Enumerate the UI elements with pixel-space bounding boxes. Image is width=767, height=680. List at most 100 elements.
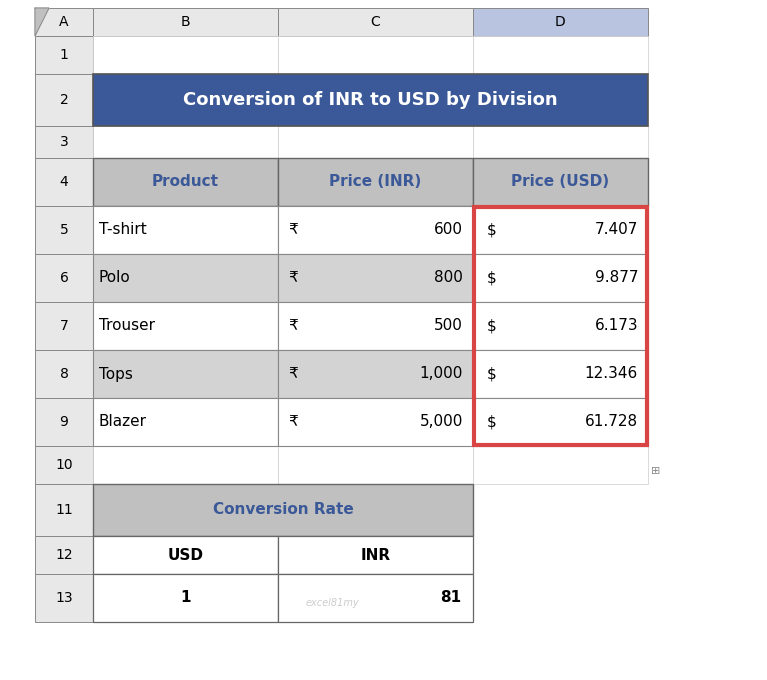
Bar xyxy=(93,254,278,302)
Bar xyxy=(93,36,278,74)
Bar xyxy=(473,36,648,74)
Bar xyxy=(473,302,648,350)
Bar xyxy=(35,74,93,126)
Text: Price (INR): Price (INR) xyxy=(329,175,422,190)
Text: 4: 4 xyxy=(60,175,68,189)
Text: ₹: ₹ xyxy=(288,367,298,381)
Text: Conversion of INR to USD by Division: Conversion of INR to USD by Division xyxy=(183,91,558,109)
Text: T-shirt: T-shirt xyxy=(99,222,146,237)
Bar xyxy=(35,574,93,622)
Text: 9: 9 xyxy=(60,415,68,429)
Text: 13: 13 xyxy=(55,591,73,605)
Bar xyxy=(473,398,648,446)
Bar xyxy=(93,398,278,446)
Bar xyxy=(473,126,648,158)
Text: C: C xyxy=(370,15,380,29)
Text: 5,000: 5,000 xyxy=(420,415,463,430)
Text: $: $ xyxy=(487,415,497,430)
Text: 2: 2 xyxy=(60,93,68,107)
Text: 81: 81 xyxy=(440,590,461,605)
Bar xyxy=(93,574,278,622)
Bar xyxy=(278,398,473,446)
Bar xyxy=(473,446,648,484)
Text: excel81my: excel81my xyxy=(306,598,360,608)
Bar xyxy=(473,350,648,398)
Text: 500: 500 xyxy=(434,318,463,333)
Bar xyxy=(278,206,473,254)
Bar xyxy=(35,158,93,206)
Text: Price (USD): Price (USD) xyxy=(512,175,610,190)
Text: 8: 8 xyxy=(60,367,68,381)
Bar xyxy=(93,302,278,350)
Bar xyxy=(278,302,473,350)
Bar xyxy=(35,8,93,36)
Bar xyxy=(35,36,93,74)
Text: Trouser: Trouser xyxy=(99,318,155,333)
Bar xyxy=(278,574,473,622)
Bar xyxy=(35,446,93,484)
Bar xyxy=(35,126,93,158)
Bar xyxy=(93,158,278,206)
Bar xyxy=(278,350,473,398)
Bar xyxy=(278,254,473,302)
Bar xyxy=(278,536,473,574)
Bar xyxy=(35,254,93,302)
Text: INR: INR xyxy=(360,547,390,562)
Bar xyxy=(93,206,278,254)
Text: 7: 7 xyxy=(60,319,68,333)
Text: ₹: ₹ xyxy=(288,318,298,333)
Polygon shape xyxy=(35,8,49,36)
Text: ₹: ₹ xyxy=(288,415,298,430)
Bar xyxy=(93,536,278,574)
Bar xyxy=(35,350,93,398)
Bar xyxy=(93,126,278,158)
Text: 7.407: 7.407 xyxy=(594,222,638,237)
Text: 11: 11 xyxy=(55,503,73,517)
Bar xyxy=(473,254,648,302)
Bar xyxy=(93,484,473,536)
Text: 1: 1 xyxy=(60,48,68,62)
Bar xyxy=(473,158,648,206)
Text: 12.346: 12.346 xyxy=(584,367,638,381)
Bar xyxy=(93,350,278,398)
Bar xyxy=(278,446,473,484)
Text: 1: 1 xyxy=(180,590,191,605)
Text: 1,000: 1,000 xyxy=(420,367,463,381)
Text: Blazer: Blazer xyxy=(99,415,147,430)
Text: Tops: Tops xyxy=(99,367,133,381)
Bar xyxy=(473,206,648,254)
Text: ₹: ₹ xyxy=(288,222,298,237)
Text: ⊞: ⊞ xyxy=(651,466,660,476)
Bar xyxy=(474,207,647,445)
Bar xyxy=(35,302,93,350)
Bar xyxy=(35,398,93,446)
Text: B: B xyxy=(181,15,190,29)
Text: Polo: Polo xyxy=(99,271,130,286)
Text: USD: USD xyxy=(167,547,203,562)
Bar xyxy=(278,36,473,74)
Text: 3: 3 xyxy=(60,135,68,149)
Bar xyxy=(93,74,648,126)
Bar xyxy=(278,126,473,158)
Text: 61.728: 61.728 xyxy=(585,415,638,430)
Bar xyxy=(278,158,473,206)
Text: D: D xyxy=(555,15,566,29)
Text: $: $ xyxy=(487,271,497,286)
Bar xyxy=(473,8,648,36)
Text: 6.173: 6.173 xyxy=(594,318,638,333)
Bar xyxy=(35,536,93,574)
Bar xyxy=(35,484,93,536)
Text: 6: 6 xyxy=(60,271,68,285)
Text: 12: 12 xyxy=(55,548,73,562)
Bar xyxy=(93,8,278,36)
Text: 800: 800 xyxy=(434,271,463,286)
Text: $: $ xyxy=(487,367,497,381)
Text: 10: 10 xyxy=(55,458,73,472)
Text: 9.877: 9.877 xyxy=(594,271,638,286)
Text: ₹: ₹ xyxy=(288,271,298,286)
Text: 5: 5 xyxy=(60,223,68,237)
Text: Product: Product xyxy=(152,175,219,190)
Text: 600: 600 xyxy=(434,222,463,237)
Text: Conversion Rate: Conversion Rate xyxy=(212,503,354,517)
Bar xyxy=(278,8,473,36)
